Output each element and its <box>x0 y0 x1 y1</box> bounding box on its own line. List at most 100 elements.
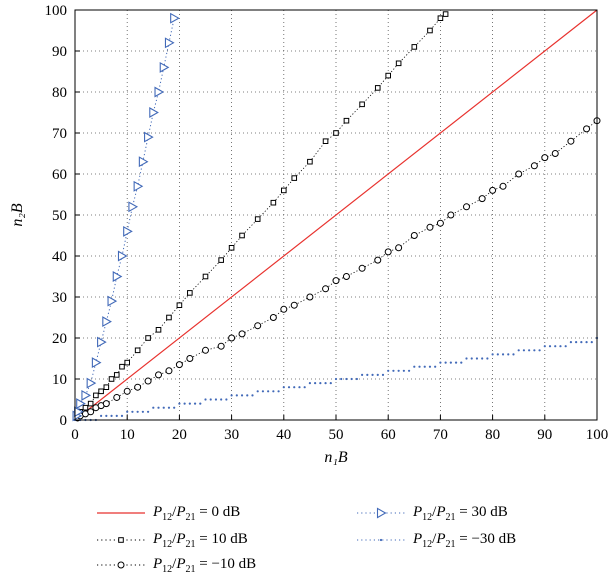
y-tick-label: 100 <box>45 3 68 19</box>
data-point <box>187 290 193 296</box>
data-point <box>575 341 578 344</box>
data-point <box>228 334 236 342</box>
data-point <box>157 406 160 409</box>
y-tick-label: 70 <box>52 126 67 142</box>
data-point <box>486 357 489 360</box>
data-point <box>387 369 390 372</box>
data-point <box>110 414 113 417</box>
data-point <box>98 388 104 395</box>
data-point <box>548 345 552 348</box>
data-point <box>202 273 209 280</box>
data-point <box>188 402 191 405</box>
data-point <box>218 257 224 263</box>
data-point <box>290 301 298 309</box>
y-tick-label: 80 <box>52 85 67 101</box>
data-point <box>170 12 180 24</box>
data-point <box>395 244 403 252</box>
data-point <box>154 86 165 98</box>
data-point <box>359 101 365 108</box>
data-point <box>102 316 112 328</box>
data-point <box>141 410 144 413</box>
data-point <box>470 357 473 360</box>
x-tick-label: 70 <box>433 427 448 443</box>
data-point <box>402 369 405 372</box>
data-point <box>512 353 515 356</box>
data-point <box>82 404 89 411</box>
data-point <box>254 216 261 222</box>
data-point <box>308 382 311 385</box>
data-point <box>410 232 418 239</box>
data-point <box>298 386 301 389</box>
x-tick-label: 50 <box>329 427 344 443</box>
x-tick-label: 80 <box>485 427 500 443</box>
data-point <box>324 382 327 385</box>
data-point <box>384 248 392 256</box>
data-point <box>270 199 277 206</box>
series-connector <box>76 18 175 417</box>
data-point <box>449 361 452 364</box>
data-point <box>164 37 175 49</box>
data-point <box>165 367 173 375</box>
data-point <box>149 107 159 118</box>
data-point <box>522 349 526 352</box>
data-point <box>465 357 468 360</box>
data-point <box>395 60 402 67</box>
data-point <box>209 398 212 401</box>
data-point <box>138 156 149 168</box>
y-tick-label: 50 <box>52 208 67 224</box>
x-tick-label: 60 <box>381 427 396 443</box>
data-point <box>159 61 170 73</box>
series-3 <box>72 12 180 422</box>
data-point <box>314 382 317 385</box>
x-tick-label: 0 <box>71 427 79 443</box>
data-point <box>303 386 306 389</box>
data-point <box>107 295 118 307</box>
data-point <box>97 336 107 348</box>
data-point <box>541 154 549 162</box>
data-point <box>256 390 259 393</box>
data-point <box>124 359 131 366</box>
data-point <box>230 394 233 397</box>
data-point <box>583 125 591 133</box>
data-point <box>517 349 520 352</box>
data-point <box>454 361 458 364</box>
data-point <box>376 373 379 376</box>
data-point <box>499 182 507 190</box>
series-4 <box>73 336 599 422</box>
data-point <box>228 245 235 251</box>
data-point <box>81 389 92 401</box>
data-point <box>134 383 142 391</box>
data-point <box>355 377 358 381</box>
data-point <box>538 349 541 352</box>
x-tick-label: 40 <box>276 427 291 443</box>
data-point <box>214 398 218 401</box>
x-tick-label: 100 <box>586 427 609 443</box>
y-tick-label: 20 <box>52 331 67 347</box>
data-point <box>186 355 194 362</box>
y-tick-label: 30 <box>52 290 67 306</box>
data-point <box>251 394 254 397</box>
data-point <box>103 384 110 390</box>
data-point <box>238 330 246 338</box>
data-point <box>507 353 510 356</box>
y-tick-label: 40 <box>52 249 67 265</box>
data-point <box>580 341 583 344</box>
data-point <box>162 406 165 409</box>
data-point <box>332 277 340 285</box>
data-point <box>374 256 382 264</box>
data-point <box>374 85 381 91</box>
data-point <box>345 377 348 381</box>
data-point <box>293 386 296 389</box>
data-point <box>307 158 313 165</box>
data-point <box>100 414 103 417</box>
data-point <box>559 345 562 348</box>
data-point <box>475 357 479 360</box>
data-point <box>105 414 108 417</box>
data-point <box>183 402 186 405</box>
data-point <box>113 393 121 401</box>
data-point <box>528 349 531 352</box>
data-point <box>585 341 588 344</box>
data-point <box>217 342 225 350</box>
data-point <box>530 162 538 170</box>
